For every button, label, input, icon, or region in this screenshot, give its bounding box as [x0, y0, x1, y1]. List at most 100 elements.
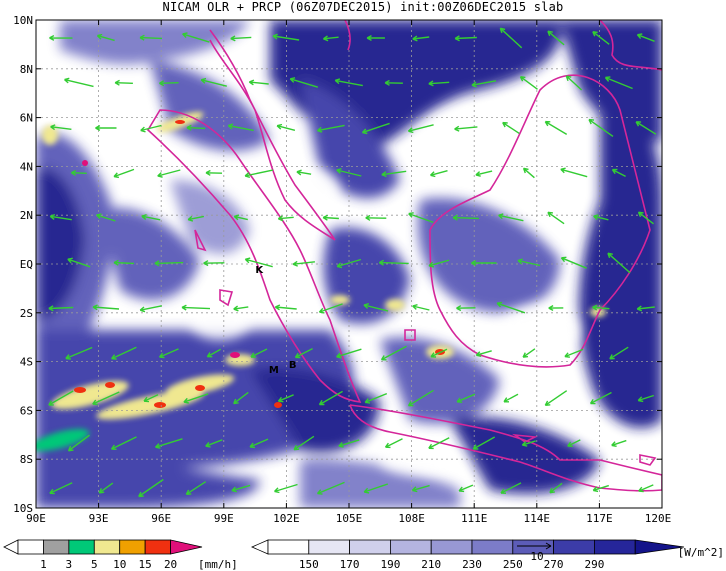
- olr-colorbar-cell: [553, 539, 595, 555]
- wind-arrow: [292, 260, 315, 267]
- wind-arrow: [111, 346, 137, 360]
- wind-arrow: [611, 439, 627, 447]
- wind-arrow: [182, 32, 210, 43]
- wind-arrow: [589, 391, 612, 405]
- wind-arrow: [318, 303, 343, 314]
- precip-colorbar-label: 1: [40, 558, 47, 571]
- wind-arrow: [244, 169, 274, 178]
- wind-arrow: [472, 436, 496, 450]
- wind-arrow: [336, 168, 362, 177]
- olr-colorbar-label: 270: [544, 558, 564, 571]
- wind-arrow: [500, 482, 522, 494]
- wind-arrow: [65, 346, 93, 360]
- wind-arrow: [334, 78, 363, 87]
- precip-intense: [74, 120, 445, 408]
- wind-arrow: [50, 124, 72, 131]
- wind-arrow: [140, 124, 162, 133]
- wind-arrow: [547, 30, 565, 46]
- wind-arrow: [289, 77, 319, 88]
- wind-arrow: [592, 31, 610, 45]
- wind-arrow: [366, 34, 385, 42]
- wind-arrow: [154, 260, 184, 267]
- wind-arrow: [139, 34, 163, 41]
- wind-arrow: [293, 435, 315, 451]
- wind-arrow: [378, 259, 409, 266]
- precip-colorbar-cell: [68, 539, 95, 555]
- wind-arrow: [471, 259, 497, 267]
- wind-arrow: [588, 118, 614, 137]
- wind-arrow: [205, 169, 223, 176]
- wind-arrow: [458, 484, 474, 493]
- x-tick-label: 93E: [89, 512, 109, 525]
- wind-arrow: [203, 260, 225, 267]
- wind-arrow: [277, 394, 294, 403]
- wind-arrow: [277, 215, 294, 222]
- wind-arrow: [428, 437, 450, 450]
- olr-colorbar: 150 170 190 210 230 250 270 290 10 [W/m^2]: [251, 539, 724, 571]
- wind-arrow: [475, 170, 493, 177]
- precip-colorbar-label: 5: [91, 558, 98, 571]
- wind-arrow: [92, 391, 120, 406]
- wind-arrow: [544, 120, 568, 136]
- wind-arrow: [637, 211, 654, 225]
- wind-arrow: [200, 77, 227, 87]
- olr-colorbar-cell: [349, 539, 391, 555]
- wind-arrow: [604, 76, 633, 90]
- wind-arrow: [186, 124, 206, 131]
- grid-lines: [36, 20, 662, 508]
- wind-arrow: [185, 481, 207, 495]
- y-tick-label: 4S: [20, 356, 33, 369]
- x-tick-label: 105E: [336, 512, 363, 525]
- precip-colorbar-cell: [170, 539, 203, 555]
- wind-arrow: [316, 481, 345, 495]
- olr-colorbar-cell: [471, 539, 514, 555]
- wind-arrow: [456, 305, 476, 312]
- wind-arrow: [67, 434, 90, 452]
- wind-arrow: [296, 169, 312, 176]
- wind-arrow: [521, 440, 536, 447]
- precip-colorbar-label: 3: [66, 558, 73, 571]
- wind-arrow: [273, 483, 298, 494]
- wind-arrow: [384, 438, 403, 449]
- wind-arrow: [637, 394, 655, 403]
- wind-arrow: [592, 484, 610, 493]
- wind-arrow: [593, 214, 609, 221]
- wind-arrow: [475, 350, 492, 357]
- wind-arrow: [564, 348, 584, 358]
- wind-arrow: [361, 122, 390, 135]
- wind-arrow: [141, 214, 161, 221]
- wind-arrow: [522, 167, 535, 179]
- wind-arrow: [381, 170, 407, 178]
- wind-arrow: [157, 169, 181, 178]
- wind-arrow: [143, 394, 159, 403]
- y-tick-label: EQ: [20, 258, 33, 271]
- y-tick-label: 2N: [20, 209, 33, 222]
- wind-arrow: [549, 482, 563, 494]
- y-tick-label: 6S: [20, 404, 33, 417]
- wind-arrow: [384, 79, 403, 86]
- wind-arrow: [454, 35, 477, 42]
- wind-arrow: [496, 301, 526, 314]
- y-axis-ticks: 10N 8N 6N 4N 2N EQ 2S 4S 6S 8S 10S: [13, 14, 662, 515]
- precip-colorbar-label: 20: [164, 558, 177, 571]
- x-tick-label: 90E: [26, 512, 46, 525]
- wind-arrow: [336, 348, 362, 359]
- wind-arrow: [110, 436, 137, 450]
- wind-arrow: [363, 303, 389, 312]
- x-tick-label: 96E: [151, 512, 171, 525]
- wind-arrow: [522, 348, 536, 358]
- wind-vectors: [48, 27, 657, 498]
- olr-colorbar-label: 170: [340, 558, 360, 571]
- wind-arrow: [638, 484, 654, 493]
- wind-arrow: [592, 304, 610, 311]
- olr-colorbar-label: 210: [421, 558, 441, 571]
- precip-colorbar-label: 10: [113, 558, 126, 571]
- wind-arrow: [49, 482, 73, 495]
- wind-arrow: [67, 257, 91, 268]
- wind-arrow: [502, 121, 520, 134]
- wind-arrow: [233, 391, 249, 405]
- wind-arrow: [363, 483, 389, 494]
- olr-colorbar-unit: [W/m^2]: [678, 546, 724, 559]
- wind-arrow: [158, 348, 179, 359]
- olr-colorbar-cell: [634, 539, 685, 555]
